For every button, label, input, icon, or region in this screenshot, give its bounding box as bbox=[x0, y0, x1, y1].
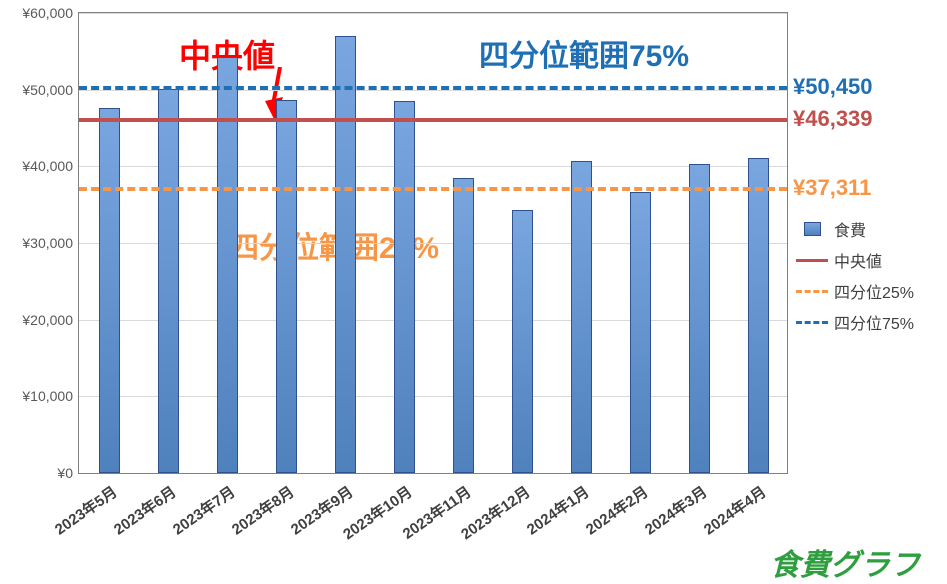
y-tick-label: ¥0 bbox=[57, 465, 79, 481]
bar bbox=[99, 108, 120, 473]
y-tick-label: ¥30,000 bbox=[22, 235, 79, 251]
legend-item: 食費 bbox=[796, 217, 914, 241]
x-tick-label: 2023年6月 bbox=[109, 481, 180, 539]
legend-swatch bbox=[796, 321, 828, 324]
y-tick-label: ¥40,000 bbox=[22, 158, 79, 174]
y-tick-label: ¥60,000 bbox=[22, 5, 79, 21]
legend: 食費中央値四分位25% 四分位75% bbox=[796, 210, 914, 341]
median-line bbox=[79, 118, 787, 122]
bar bbox=[512, 210, 533, 473]
y-gridline bbox=[79, 396, 787, 397]
y-tick-label: ¥10,000 bbox=[22, 388, 79, 404]
q75-line bbox=[79, 86, 787, 90]
x-tick-label: 2024年2月 bbox=[581, 481, 652, 539]
legend-label: 食費 bbox=[834, 217, 866, 241]
bar bbox=[689, 164, 710, 473]
q25-value-label: ¥37,311 bbox=[793, 175, 871, 201]
legend-label: 中央値 bbox=[834, 248, 882, 272]
bar bbox=[630, 192, 651, 473]
y-gridline bbox=[79, 166, 787, 167]
bar bbox=[394, 101, 415, 473]
bar bbox=[748, 158, 769, 473]
y-gridline bbox=[79, 320, 787, 321]
legend-swatch bbox=[796, 222, 828, 236]
bar bbox=[453, 178, 474, 473]
x-tick-label: 2023年8月 bbox=[227, 481, 298, 539]
x-tick-label: 2024年4月 bbox=[699, 481, 770, 539]
legend-item: 四分位75% bbox=[796, 310, 914, 334]
chart-container: 中央値 四分位範囲75% 四分位範囲25% ¥0¥10,000¥20,000¥3… bbox=[0, 0, 947, 584]
legend-label: 四分位25% bbox=[834, 279, 914, 303]
bar bbox=[276, 100, 297, 473]
x-tick-label: 2023年7月 bbox=[168, 481, 239, 539]
q25-line bbox=[79, 187, 787, 191]
bar bbox=[571, 161, 592, 474]
y-tick-label: ¥20,000 bbox=[22, 312, 79, 328]
annotation-q75-label: 四分位範囲75% bbox=[479, 31, 689, 75]
bar bbox=[335, 36, 356, 473]
legend-label: 四分位75% bbox=[834, 310, 914, 334]
legend-swatch bbox=[796, 259, 828, 262]
y-tick-label: ¥50,000 bbox=[22, 82, 79, 98]
y-gridline bbox=[79, 243, 787, 244]
legend-item: 中央値 bbox=[796, 248, 914, 272]
y-gridline bbox=[79, 13, 787, 14]
q75-value-label: ¥50,450 bbox=[793, 74, 873, 100]
x-tick-label: 2024年1月 bbox=[522, 481, 593, 539]
legend-item: 四分位25% bbox=[796, 279, 914, 303]
plot-area: 中央値 四分位範囲75% 四分位範囲25% ¥0¥10,000¥20,000¥3… bbox=[78, 12, 788, 474]
x-tick-label: 2024年3月 bbox=[640, 481, 711, 539]
median-value-label: ¥46,339 bbox=[793, 106, 873, 132]
legend-swatch bbox=[796, 290, 828, 293]
x-tick-label: 2023年5月 bbox=[50, 481, 121, 539]
bar bbox=[158, 89, 179, 473]
chart-title: 食費グラフ bbox=[770, 540, 920, 584]
